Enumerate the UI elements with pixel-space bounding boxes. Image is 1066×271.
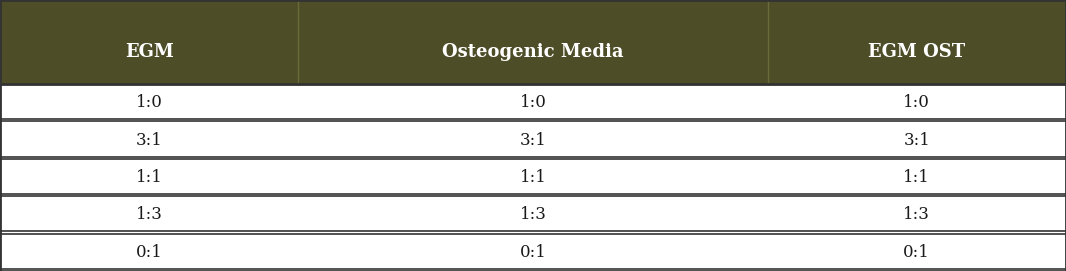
Text: 3:1: 3:1 [135, 132, 163, 149]
Text: 3:1: 3:1 [519, 132, 547, 149]
Text: 3:1: 3:1 [903, 132, 931, 149]
Bar [0, 0, 1066, 20]
Text: 0:1: 0:1 [135, 244, 163, 261]
Text: EGM: EGM [125, 43, 174, 61]
Text: 0:1: 0:1 [903, 244, 931, 261]
Text: 0:1: 0:1 [519, 244, 547, 261]
Text: 1:3: 1:3 [519, 207, 547, 223]
Text: 1:0: 1:0 [135, 94, 163, 111]
Text: 1:3: 1:3 [903, 207, 931, 223]
Text: 1:3: 1:3 [135, 207, 163, 223]
Text: 1:1: 1:1 [903, 169, 931, 186]
Bar [0, 20, 1066, 84]
Text: 1:0: 1:0 [519, 94, 547, 111]
Text: 1:1: 1:1 [519, 169, 547, 186]
Text: Osteogenic Media: Osteogenic Media [442, 43, 624, 61]
Text: EGM OST: EGM OST [868, 43, 966, 61]
Text: 1:0: 1:0 [903, 94, 931, 111]
Text: 1:1: 1:1 [135, 169, 163, 186]
